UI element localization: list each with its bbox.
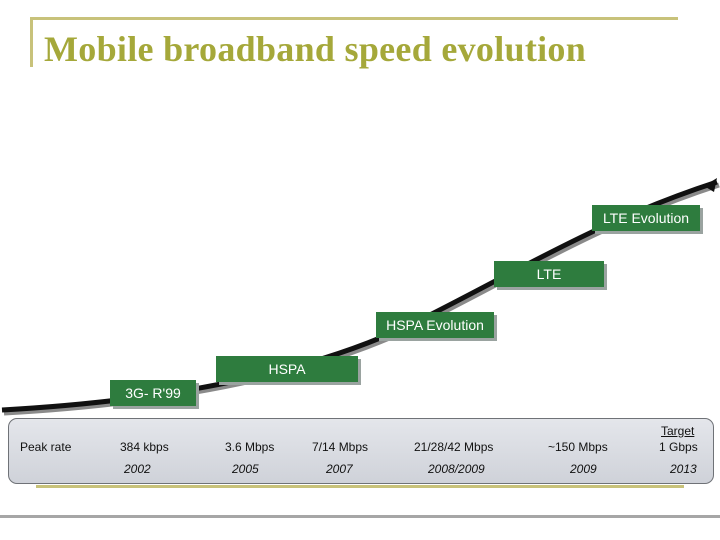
- year-cell: 2013: [670, 462, 697, 476]
- step-lte: LTE: [494, 261, 604, 287]
- rate-cell: 21/28/42 Mbps: [414, 440, 494, 454]
- year-cell: 2005: [232, 462, 259, 476]
- rate-cell: ~150 Mbps: [548, 440, 608, 454]
- step-hspa: HSPA: [216, 356, 358, 382]
- step-3g-r99: 3G- R'99: [110, 380, 196, 406]
- year-cell: 2009: [570, 462, 597, 476]
- peak-rate-panel: [8, 418, 714, 484]
- curve-arrow-icon: [704, 178, 717, 192]
- year-cell: 2002: [124, 462, 151, 476]
- title-frame-top: [30, 17, 678, 20]
- rate-cell: 3.6 Mbps: [225, 440, 275, 454]
- target-label: Target: [661, 424, 695, 438]
- year-cell: 2008/2009: [428, 462, 485, 476]
- step-lte-evolution: LTE Evolution: [592, 205, 700, 231]
- rate-cell: 384 kbps: [120, 440, 169, 454]
- bottom-rule: [0, 515, 720, 518]
- target-rate: 1 Gbps: [659, 440, 698, 454]
- step-hspa-evolution: HSPA Evolution: [376, 312, 494, 338]
- peak-rate-label: Peak rate: [20, 440, 72, 454]
- year-cell: 2007: [326, 462, 353, 476]
- slide-title: Mobile broadband speed evolution: [44, 29, 587, 69]
- panel-underline: [36, 485, 684, 488]
- rate-cell: 7/14 Mbps: [312, 440, 369, 454]
- title-frame-left: [30, 17, 33, 67]
